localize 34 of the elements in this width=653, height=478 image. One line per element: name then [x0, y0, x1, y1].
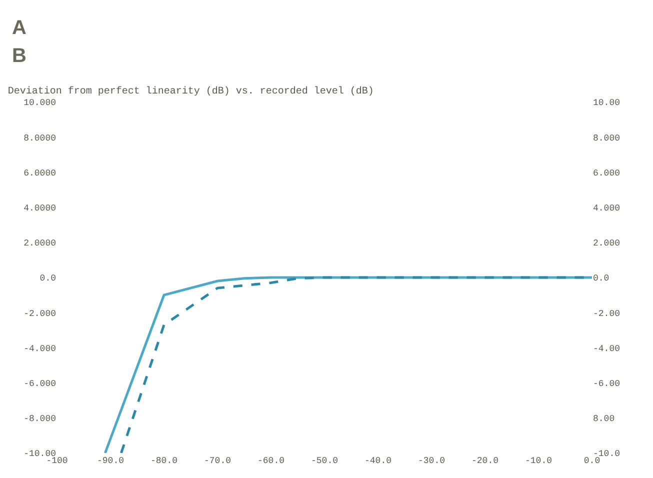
y2-tick-label: -6.00: [593, 378, 620, 389]
text: A: [12, 17, 26, 39]
x-tick-label: -90.0: [96, 456, 124, 466]
x-tick-label: 0.0: [584, 456, 600, 466]
x-tick-label: -30.0: [418, 456, 446, 466]
y-tick-label: -4.000: [24, 344, 56, 354]
y-tick-label: -8.000: [24, 414, 56, 424]
y2-tick-label: 6.000: [593, 168, 620, 178]
x-tick-label: -70.0: [204, 456, 232, 466]
y-tick-label: -2.000: [24, 308, 56, 319]
y-tick-label: 2.0000: [24, 238, 56, 249]
x-tick-label: -20.0: [471, 456, 499, 466]
x-tick-label: -40.0: [364, 456, 392, 466]
y-tick-label: 4.0000: [24, 203, 56, 214]
text: B: [12, 45, 26, 67]
y-tick-label: 10.000: [24, 98, 56, 108]
y-tick-label: 8.0000: [24, 133, 56, 144]
x-tick-label: -100: [46, 456, 68, 466]
y-tick-label: 6.0000: [24, 168, 56, 178]
y2-tick-label: 4.000: [593, 203, 620, 214]
y2-tick-label: 8.00: [593, 414, 615, 424]
x-tick-label: -60.0: [257, 456, 285, 466]
y2-tick-label: 10.00: [593, 98, 620, 108]
x-tick-label: -80.0: [150, 456, 178, 466]
y2-tick-label: 2.000: [593, 238, 620, 249]
y2-tick-label: -4.00: [593, 344, 620, 354]
x-tick-label: -50.0: [310, 456, 338, 466]
y2-tick-label: 8.000: [593, 133, 620, 144]
y2-tick-label: -2.00: [593, 308, 620, 319]
y-tick-label: 0.0: [40, 274, 56, 284]
y2-tick-label: 0.0: [593, 274, 610, 284]
x-tick-label: -10.0: [524, 456, 552, 466]
chart-title: Deviation from perfect linearity (dB) vs. recorded level (dB): [8, 86, 374, 98]
y-tick-label: -6.000: [24, 378, 56, 389]
